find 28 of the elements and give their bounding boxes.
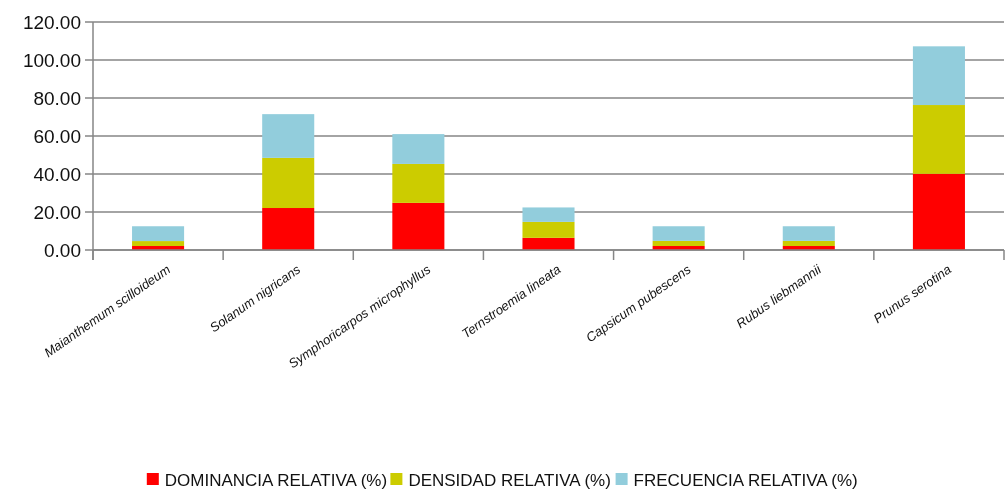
bar	[652, 240, 705, 247]
y-tick-label: 0.00	[44, 239, 81, 261]
legend-label: DENSIDAD RELATIVA (%)	[408, 470, 611, 490]
legend-label: FRECUENCIA RELATIVA (%)	[633, 470, 858, 490]
bar	[912, 46, 965, 106]
bar	[392, 163, 445, 203]
bar	[262, 114, 315, 158]
bar	[522, 237, 575, 250]
bar	[262, 208, 315, 250]
bar	[132, 226, 185, 242]
y-tick-label: 80.00	[33, 87, 81, 109]
bar	[392, 202, 445, 250]
y-tick-label: 40.00	[33, 163, 81, 185]
bar	[262, 157, 315, 209]
y-tick-label: 60.00	[33, 125, 81, 147]
bar	[522, 221, 575, 238]
y-tick-label: 100.00	[22, 49, 81, 71]
bar	[912, 173, 965, 250]
bar	[522, 207, 575, 222]
bar	[782, 240, 835, 247]
bar	[782, 226, 835, 241]
bar	[652, 226, 705, 241]
y-tick-label: 120.00	[22, 11, 81, 33]
bar	[392, 134, 445, 164]
y-tick-label: 20.00	[33, 201, 81, 223]
bar	[912, 105, 965, 174]
legend-label: DOMINANCIA RELATIVA (%)	[164, 470, 388, 490]
bar	[132, 241, 185, 247]
